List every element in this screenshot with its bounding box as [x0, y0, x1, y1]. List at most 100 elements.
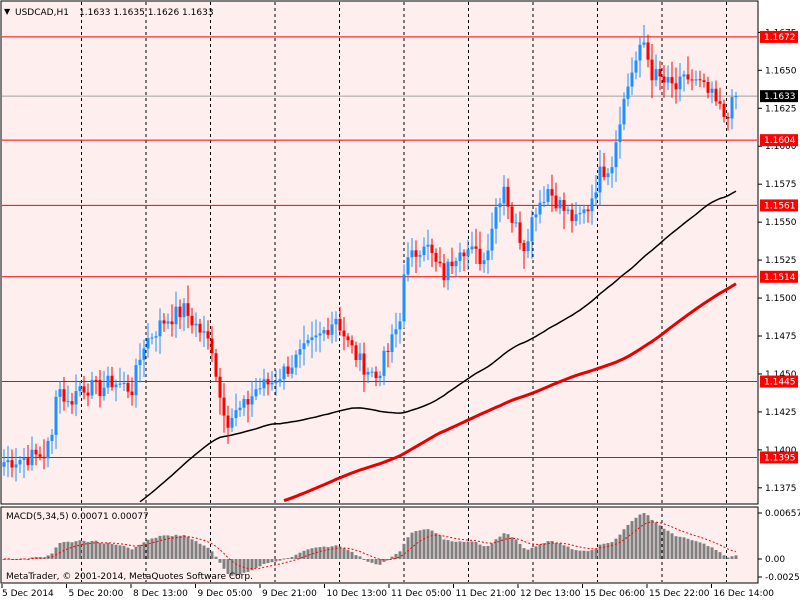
macd-bar [354, 555, 358, 559]
candle-body [82, 386, 86, 393]
candle-body [562, 200, 566, 211]
macd-bar [378, 559, 382, 565]
macd-bar [390, 556, 394, 559]
candle-body [554, 195, 558, 209]
macd-bar [450, 541, 454, 559]
macd-bar [494, 539, 498, 559]
time-tick-label: 11 Dec 21:00 [456, 589, 517, 599]
candle-body [386, 350, 390, 352]
price-tick-label: 1.1600 [765, 142, 797, 152]
candle-body [634, 60, 638, 73]
indicator-title: MACD(5,34,5) 0.00071 0.00077 [6, 512, 149, 522]
time-tick-label: 5 Dec 2014 [2, 589, 54, 599]
macd-bar [534, 546, 538, 559]
candle-body [642, 42, 646, 45]
macd-bar [254, 559, 258, 569]
candle-body [286, 366, 290, 374]
macd-bar [258, 559, 262, 567]
level-label-box [760, 375, 798, 388]
candle-body [558, 200, 562, 209]
candle-body [674, 83, 678, 90]
candle-body [2, 462, 6, 467]
candle-body [18, 460, 22, 465]
candle-body [274, 382, 278, 384]
time-tick-label: 16 Dec 14:00 [714, 589, 775, 599]
macd-bar [546, 541, 550, 559]
macd-bar [510, 537, 514, 559]
macd-bar [586, 551, 590, 559]
macd-bar [730, 556, 734, 559]
candle-body [414, 250, 418, 257]
candle-body [26, 458, 30, 466]
candle-body [462, 252, 466, 257]
candle-body [546, 189, 550, 202]
candle-body [6, 460, 10, 463]
candle-body [110, 375, 114, 388]
candle-body [594, 192, 598, 199]
candle-body [466, 249, 470, 257]
price-tick-label: 1.1650 [765, 66, 797, 76]
macd-bar [290, 556, 294, 559]
candle-body [122, 382, 126, 384]
candle-body [654, 69, 658, 81]
macd-bar [670, 533, 674, 559]
level-label: 1.1604 [764, 136, 796, 146]
macd-bar [666, 530, 670, 559]
candle-body [646, 42, 650, 60]
candle-body [582, 209, 586, 214]
macd-bar [118, 545, 122, 559]
macd-bar [178, 535, 182, 559]
candle-body [398, 321, 402, 330]
candle-body [534, 214, 538, 218]
macd-bar [90, 540, 94, 559]
candle-body [550, 189, 554, 196]
macd-bar [402, 543, 406, 559]
macd-bar [334, 545, 338, 559]
macd-bar [110, 543, 114, 559]
candle-body [170, 321, 174, 325]
candle-body [58, 389, 62, 397]
price-tick-label: 1.1575 [765, 180, 797, 190]
macd-bar [102, 543, 106, 559]
candle-body [270, 382, 274, 385]
candle-body [98, 379, 102, 397]
candle-body [78, 386, 82, 392]
macd-bar [686, 538, 690, 559]
macd-bar [58, 542, 62, 559]
macd-bar [182, 535, 186, 559]
macd-bar [298, 552, 302, 559]
candle-body [690, 79, 694, 81]
macd-bar [246, 559, 250, 573]
macd-bar [206, 547, 210, 559]
candle-body [190, 315, 194, 326]
macd-bar [302, 550, 306, 559]
macd-bar [286, 558, 290, 560]
candle-body [422, 246, 426, 256]
macd-bar [558, 543, 562, 559]
candle-body [526, 241, 530, 252]
macd [2, 513, 738, 576]
candle-body [514, 222, 518, 224]
price-tick-label: 1.1375 [765, 484, 797, 494]
current-price-box [760, 90, 798, 103]
candle-body [278, 379, 282, 383]
price-tick-label: 1.1525 [765, 256, 797, 266]
candle-body [290, 367, 294, 374]
time-tick-label: 10 Dec 13:00 [327, 589, 388, 599]
candle-body [310, 337, 314, 341]
level-label-box [760, 199, 798, 212]
candle-body [566, 209, 570, 211]
candle-body [194, 323, 198, 326]
candle-body [518, 222, 522, 243]
candle-body [382, 350, 386, 376]
candle-body [706, 81, 710, 93]
candle-body [230, 418, 234, 428]
macd-bar [202, 545, 206, 559]
chart-menu-arrow[interactable]: ▼ [4, 7, 11, 16]
candle-body [698, 79, 702, 81]
candle-body [626, 86, 630, 99]
candle-body [126, 382, 130, 392]
macd-bar [530, 547, 534, 559]
macd-bar [330, 546, 334, 559]
macd-bar [698, 542, 702, 559]
